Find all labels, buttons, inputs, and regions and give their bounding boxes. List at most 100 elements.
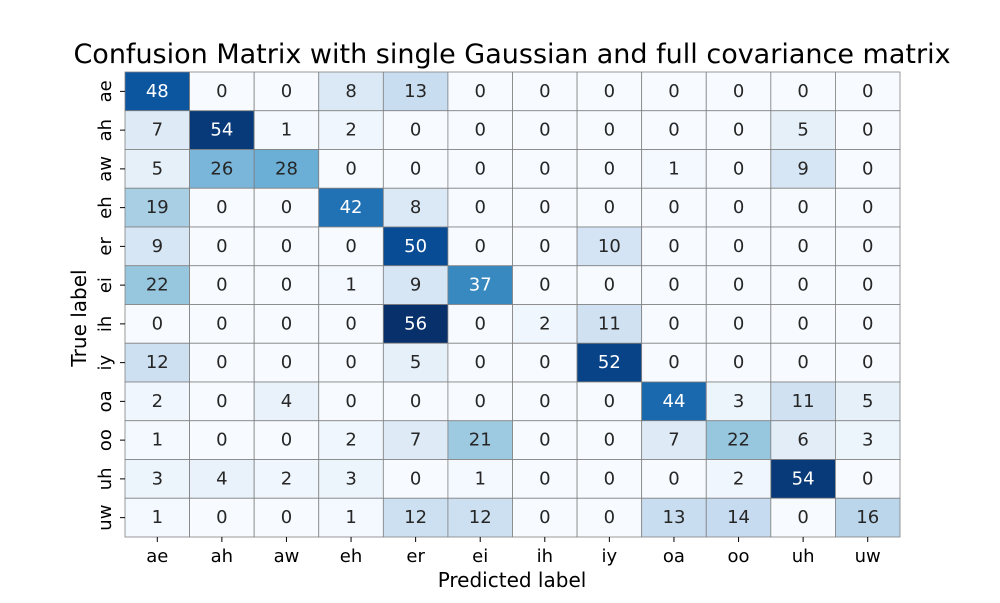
cell-value-label: 0 xyxy=(733,275,744,296)
cell-value-label: 0 xyxy=(797,313,808,334)
heatmap-cell xyxy=(576,381,643,422)
cell-value-label: 0 xyxy=(862,313,873,334)
cell-value-label: 0 xyxy=(733,197,744,218)
x-tick-label: eh xyxy=(340,546,362,567)
heatmap-cell xyxy=(835,342,901,383)
cell-value-label: 21 xyxy=(469,430,492,451)
x-tick-label: uw xyxy=(855,546,881,567)
cell-value-label: 0 xyxy=(216,197,227,218)
cell-value-label: 0 xyxy=(474,352,485,373)
cell-value-label: 44 xyxy=(663,391,686,412)
heatmap-cell xyxy=(447,459,513,499)
heatmap-cell xyxy=(641,304,707,344)
y-tick-labels: ae ah aw eh er ei ih iy oa oo uh uw xyxy=(95,80,125,531)
cell-value-label: 0 xyxy=(474,236,485,257)
heatmap-cell xyxy=(512,497,578,538)
heatmap-cell xyxy=(512,459,578,499)
heatmap-cell xyxy=(641,187,707,228)
cell-value-label: 16 xyxy=(856,507,879,528)
heatmap-cell xyxy=(447,497,513,538)
heatmap-cell xyxy=(447,381,513,422)
cell-value-label: 0 xyxy=(668,352,679,373)
cell-value-label: 0 xyxy=(862,81,873,102)
cell-value-label: 37 xyxy=(469,275,492,296)
cell-value-label: 0 xyxy=(281,236,292,257)
cell-value-label: 0 xyxy=(345,158,356,179)
cell-value-label: 0 xyxy=(345,391,356,412)
heatmap-cell xyxy=(705,71,772,112)
cell-value-label: 22 xyxy=(146,275,169,296)
cell-value-label: 0 xyxy=(604,507,615,528)
heatmap-cell xyxy=(189,497,255,538)
cell-value-label: 0 xyxy=(668,81,679,102)
x-tick-label: ah xyxy=(211,546,233,567)
cell-value-label: 4 xyxy=(216,468,227,489)
cell-value-label: 8 xyxy=(410,197,421,218)
cell-value-label: 0 xyxy=(733,236,744,257)
heatmap-cell xyxy=(835,459,901,499)
heatmap-cell xyxy=(835,497,901,538)
cell-value-label: 56 xyxy=(404,313,427,334)
heatmap-cell xyxy=(253,342,320,383)
heatmap-cell xyxy=(124,459,190,499)
cell-value-label: 0 xyxy=(604,158,615,179)
cell-value-label: 0 xyxy=(733,120,744,141)
heatmap-cell xyxy=(512,110,578,150)
cell-value-label: 5 xyxy=(410,352,421,373)
cell-value-label: 0 xyxy=(410,391,421,412)
y-tick-label: oa xyxy=(95,390,116,412)
heatmap-cell xyxy=(512,342,578,383)
cell-value-label: 4 xyxy=(281,391,292,412)
cell-value-label: 7 xyxy=(668,430,679,451)
cell-value-label: 0 xyxy=(539,120,550,141)
cell-value-label: 0 xyxy=(604,468,615,489)
heatmap-cell xyxy=(253,497,320,538)
cell-value-label: 0 xyxy=(668,197,679,218)
heatmap-cell xyxy=(576,226,643,267)
cell-value-label: 12 xyxy=(404,507,427,528)
x-tick-label: uh xyxy=(792,546,815,567)
x-tick-label: ae xyxy=(146,546,168,567)
cell-value-label: 9 xyxy=(152,236,163,257)
heatmap-cell xyxy=(770,187,836,228)
cell-value-label: 1 xyxy=(152,507,163,528)
cell-value-label: 0 xyxy=(668,468,679,489)
heatmap-cell xyxy=(318,342,384,383)
cell-value-label: 0 xyxy=(733,352,744,373)
heatmap-cell xyxy=(576,110,643,150)
heatmap-cell xyxy=(512,226,578,267)
cell-value-label: 0 xyxy=(281,81,292,102)
cell-value-label: 0 xyxy=(604,81,615,102)
heatmap-cell xyxy=(512,149,578,189)
cell-value-label: 19 xyxy=(146,197,169,218)
heatmap-cell xyxy=(318,420,384,460)
cell-value-label: 1 xyxy=(668,158,679,179)
x-axis-label: Predicted label xyxy=(438,568,587,592)
cell-value-label: 0 xyxy=(797,197,808,218)
chart-title: Confusion Matrix with single Gaussian an… xyxy=(73,39,950,70)
heatmap-cell xyxy=(189,226,255,267)
heatmap-cell xyxy=(835,420,901,460)
cell-value-label: 2 xyxy=(733,468,744,489)
cell-value-label: 0 xyxy=(216,236,227,257)
cell-value-label: 0 xyxy=(152,313,163,334)
cell-value-label: 22 xyxy=(727,430,750,451)
heatmap-cell xyxy=(705,497,772,538)
cell-value-label: 0 xyxy=(474,81,485,102)
y-tick-label: ih xyxy=(95,316,116,332)
cell-value-label: 0 xyxy=(281,430,292,451)
cell-value-label: 0 xyxy=(668,313,679,334)
heatmap-cell xyxy=(705,265,772,305)
y-tick-label: ei xyxy=(95,277,116,293)
heatmap-cell xyxy=(382,149,449,189)
heatmap-cell xyxy=(189,110,255,150)
cell-value-label: 0 xyxy=(474,391,485,412)
y-tick-label: uh xyxy=(95,467,116,490)
heatmap-cell xyxy=(447,187,513,228)
cell-value-label: 0 xyxy=(797,236,808,257)
y-tick-label: iy xyxy=(95,354,116,370)
cell-value-label: 7 xyxy=(152,120,163,141)
heatmap-cell xyxy=(641,110,707,150)
cell-value-label: 2 xyxy=(345,120,356,141)
